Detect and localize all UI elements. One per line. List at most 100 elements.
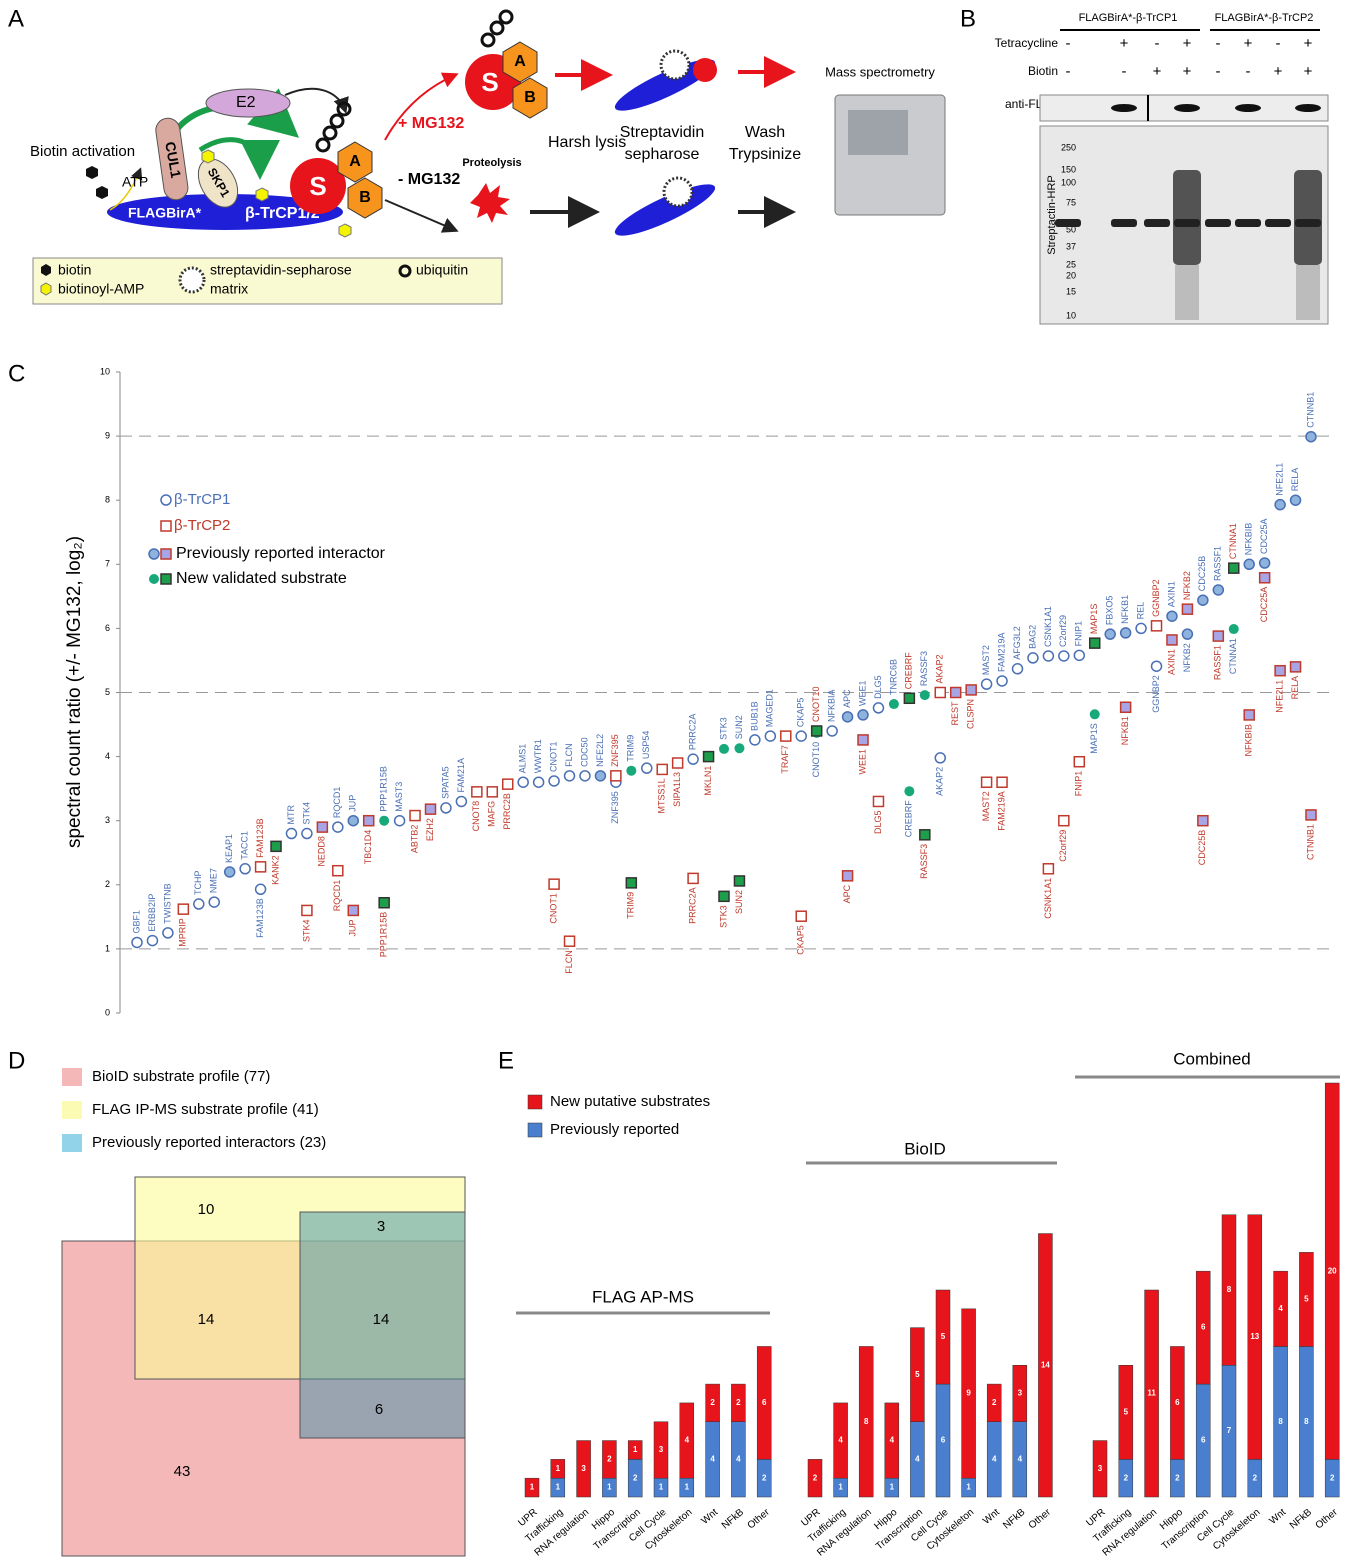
point xyxy=(625,877,638,889)
bar-segment xyxy=(1118,1365,1134,1460)
venn-prev xyxy=(299,1211,466,1439)
point xyxy=(301,827,313,840)
value-label: 8 xyxy=(864,1417,869,1426)
point-label: MAST2 xyxy=(981,791,991,821)
point xyxy=(177,903,190,915)
point xyxy=(687,753,699,765)
bar-segment xyxy=(1038,1233,1053,1498)
point-label: NFKBIA xyxy=(827,689,837,722)
point-label: KANK2 xyxy=(270,855,280,885)
point xyxy=(980,678,993,690)
point-label: MAP1S xyxy=(1089,604,1099,635)
band xyxy=(1111,219,1137,227)
point-label: REST xyxy=(950,701,960,726)
point-label: DLG5 xyxy=(873,675,883,699)
mw-marker: 20 xyxy=(1066,270,1076,280)
legend-swatch xyxy=(527,1094,543,1110)
value-label: 3 xyxy=(1018,1389,1023,1398)
bar-segment xyxy=(550,1459,566,1479)
chart-title: BioID xyxy=(904,1139,946,1158)
label: A xyxy=(514,53,526,70)
value-label: 2 xyxy=(992,1398,997,1407)
value-label: 4 xyxy=(736,1454,741,1463)
point xyxy=(1011,663,1024,675)
point xyxy=(594,770,607,782)
point xyxy=(641,762,653,774)
point-label: CTNNB1 xyxy=(1305,824,1315,860)
bead xyxy=(659,49,691,81)
point-label: MAFG xyxy=(487,801,497,827)
point-label: STK3 xyxy=(718,717,728,740)
point xyxy=(301,904,313,917)
blot xyxy=(1039,94,1329,122)
point-label: AFG3L2 xyxy=(1012,626,1022,660)
value-label: 5 xyxy=(941,1332,946,1341)
point xyxy=(1289,661,1302,673)
value-label: 8 xyxy=(1304,1417,1309,1426)
value-label: 6 xyxy=(1175,1398,1180,1407)
point xyxy=(1166,634,1178,646)
point xyxy=(270,840,282,853)
sign: + xyxy=(1304,35,1313,52)
region-count: 14 xyxy=(373,1311,390,1328)
label: S xyxy=(481,67,498,97)
point xyxy=(455,795,468,808)
biotin xyxy=(96,186,108,199)
band xyxy=(1144,219,1170,227)
point-label: TCHP xyxy=(193,871,203,896)
point xyxy=(563,935,576,947)
point xyxy=(149,574,159,584)
point xyxy=(857,734,869,746)
region-count: 10 xyxy=(198,1201,215,1218)
point xyxy=(486,786,499,798)
x-tick-label: NFkB xyxy=(1288,1507,1314,1532)
label: CUL1 xyxy=(162,140,184,179)
label: biotinoyl-AMP xyxy=(58,281,144,297)
value-label: 4 xyxy=(1278,1304,1283,1313)
legend-label: Previously reported xyxy=(550,1121,679,1138)
point-label: CSNK1A1 xyxy=(1043,606,1053,647)
sign: + xyxy=(1153,63,1162,80)
label: Trypsinize xyxy=(729,146,801,163)
region-count: 6 xyxy=(375,1401,383,1418)
point xyxy=(378,896,390,909)
point xyxy=(362,814,375,827)
point-label: ZNF395 xyxy=(610,734,620,767)
point xyxy=(810,725,823,737)
sign: + xyxy=(1120,35,1129,52)
arrow xyxy=(109,167,143,211)
point-label: C2orf29 xyxy=(1058,615,1068,647)
point-label: NFKB1 xyxy=(1120,716,1130,745)
panel-label: E xyxy=(498,1047,514,1074)
point xyxy=(193,898,205,910)
point xyxy=(285,827,298,840)
biotin xyxy=(86,166,98,179)
label: Streptactin-HRP xyxy=(1046,175,1058,254)
ubiquitin xyxy=(489,20,505,36)
ubiquitin xyxy=(498,9,514,25)
point-label: CTNNB1 xyxy=(1305,392,1315,428)
point-label: RQCD1 xyxy=(332,880,342,912)
y-tick-label: 5 xyxy=(105,687,110,697)
arrow xyxy=(384,72,459,141)
point-label: CNOT1 xyxy=(548,893,558,924)
point-label: MTR xyxy=(286,805,296,825)
value-label: 14 xyxy=(1041,1360,1050,1369)
y-tick-label: 9 xyxy=(105,430,110,440)
value-label: 6 xyxy=(941,1436,946,1445)
bar-segment xyxy=(807,1459,823,1498)
point-label: CDC50 xyxy=(579,737,589,767)
point-label: FAM219A xyxy=(996,791,1006,831)
point-label: WEE1 xyxy=(857,680,867,706)
point xyxy=(1197,814,1209,827)
point-label: CTNNA1 xyxy=(1228,638,1238,674)
value-label: 2 xyxy=(736,1398,741,1407)
mw-marker: 150 xyxy=(1061,164,1076,174)
label: E2 xyxy=(236,94,256,111)
point-label: APC xyxy=(842,689,852,708)
point-label: TRIM9 xyxy=(626,892,636,919)
y-tick-label: 7 xyxy=(105,559,110,569)
point-label: FAM123B xyxy=(255,818,265,858)
biotinoyl xyxy=(338,223,352,238)
